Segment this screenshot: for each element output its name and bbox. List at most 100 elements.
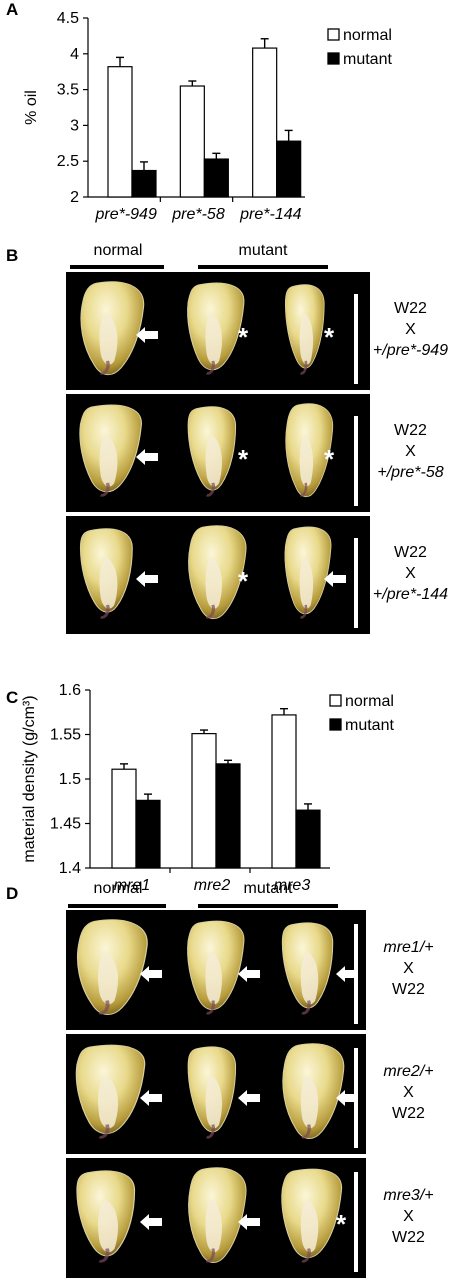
panel-a-ytick-label: 3.5 [57, 82, 79, 99]
panel-b-arrow-marker [136, 449, 158, 465]
panel-b-letter: B [6, 246, 19, 265]
panel-d-arrow-marker [140, 966, 162, 982]
panel-c-ytick-label: 1.6 [59, 682, 81, 699]
panel-b-kernel-image [76, 522, 148, 624]
panel-c-ytick-label: 1.45 [50, 816, 81, 833]
panel-a-category-label: pre*-144 [239, 206, 301, 223]
panel-b-photo-row: * * [66, 272, 370, 390]
panel-c-category-label: mre2 [194, 877, 231, 894]
panel-d-kernel-image [278, 1040, 348, 1144]
panel-d-cross-label: mre2/+ X W22 [366, 1061, 451, 1124]
panel-c-bar-normal [191, 733, 217, 869]
panel-a-y-axis-label: % oil [23, 90, 40, 125]
panel-b-cross-label: W22 X +/pre*-949 [370, 298, 451, 361]
panel-b-mutant-group-bar [198, 265, 328, 269]
panel-d-cross-label-line3: W22 [392, 1105, 425, 1122]
panel-a-bar-mutant [276, 140, 302, 198]
panel-a-letter: A [6, 0, 19, 19]
panel-d-mutant-group-bar [198, 904, 338, 908]
panel-d-scale-bar [354, 1048, 358, 1148]
panel-a-legend-label-normal: normal [343, 27, 392, 44]
panel-b-kernel-image [184, 278, 250, 380]
panel-d-normal-group-label: normal [93, 880, 143, 897]
panel-a-legend-swatch-normal [327, 28, 340, 41]
panel-b-kernel-image [282, 400, 336, 502]
panel-d-arrow-marker [238, 1214, 260, 1230]
panel-d-cross-label: mre3/+ X W22 [366, 1185, 451, 1248]
panel-c-bar-mutant [135, 799, 161, 869]
panel-b-arrow-marker [136, 327, 158, 343]
panel-d-kernel-image [72, 1164, 152, 1268]
panel-d-cross-label-line2: X [403, 960, 414, 977]
panel-d-arrow-marker [140, 1090, 162, 1106]
panel-d-arrow-marker [238, 966, 260, 982]
panel-b-scale-bar [354, 538, 358, 628]
panel-b-cross-label: W22 X +/pre*-144 [370, 542, 451, 605]
panel-b-photo-row: * [66, 516, 370, 634]
panel-c-letter: C [6, 688, 19, 707]
panel-d-cross-label-line1: mre2/+ [383, 1063, 434, 1080]
panel-a-oil-chart: 2 2.5 3 3.5 4 4.5 % oil pre*-949 pre*-58 pre*-144… [23, 10, 392, 223]
panel-b-kernel-image [282, 522, 336, 624]
panel-a-ytick-label: 2 [70, 189, 79, 206]
panel-b-photo-row: * * [66, 394, 370, 512]
panel-d-kernel-image [72, 1040, 152, 1144]
panel-d-cross-label-line1: mre3/+ [383, 1187, 434, 1204]
panel-b-mutant-group-label: mutant [238, 242, 288, 259]
panel-d-kernel-image [278, 916, 348, 1020]
panel-b-kernel-image [184, 400, 250, 502]
panel-c-legend-label-mutant: mutant [345, 717, 394, 734]
panel-b-arrow-marker [324, 571, 346, 587]
panel-b-cross-label-line1: W22 [394, 422, 427, 439]
panel-d-scale-bar [354, 1172, 358, 1272]
panel-b-asterisk-marker: * [324, 444, 335, 474]
panel-c-density-chart: 1.4 1.45 1.5 1.55 1.6 material density (g/cm³… [21, 682, 394, 894]
panel-b-cross-label-line1: W22 [394, 544, 427, 561]
panel-d-cross-label-line1: mre1/+ [383, 939, 434, 956]
panel-b-scale-bar [354, 294, 358, 384]
panel-d-kernel-image [184, 1164, 250, 1268]
panel-a-category-label: pre*-58 [171, 206, 225, 223]
panel-a-ytick-label: 2.5 [57, 153, 79, 170]
panel-d-cross-label-line2: X [403, 1084, 414, 1101]
panel-d-kernel-image [72, 916, 152, 1020]
panel-a-category-label: pre*-949 [94, 206, 156, 223]
panel-d-kernel-image [184, 1040, 250, 1144]
panel-c-bar-mutant [295, 809, 321, 869]
panel-d-kernel-image [278, 1164, 348, 1268]
panel-d-photo-row [66, 1034, 366, 1154]
panel-b-cross-label-line1: W22 [394, 300, 427, 317]
panel-d-cross-label: mre1/+ X W22 [366, 937, 451, 1000]
panel-b-scale-bar [354, 416, 358, 506]
panel-c-legend-label-normal: normal [345, 693, 394, 710]
panel-c-ytick-label: 1.5 [59, 771, 81, 788]
panel-d-arrow-marker [238, 1090, 260, 1106]
panel-b-cross-label-line3: +/pre*-949 [372, 342, 449, 359]
panel-b-normal-group-bar [70, 265, 164, 269]
panel-b-kernel-image [282, 278, 336, 380]
panel-d-cross-label-line3: W22 [392, 981, 425, 998]
panel-d-photo-row: * [66, 1158, 366, 1278]
panel-b-kernel-image [76, 278, 148, 380]
panel-a-legend-swatch-mutant [327, 52, 340, 65]
panel-d-arrow-marker [336, 966, 358, 982]
panel-d-kernel-image [184, 916, 250, 1020]
panel-c-legend-swatch-mutant [329, 718, 342, 731]
panel-d-arrow-marker [140, 1214, 162, 1230]
panel-d-cross-label-line3: W22 [392, 1229, 425, 1246]
panel-a-ytick-label: 4 [70, 46, 79, 63]
panel-d-letter: D [6, 884, 19, 903]
panel-b-cross-label-line2: X [405, 565, 416, 582]
panel-c-bar-normal [271, 714, 297, 869]
panel-b-asterisk-marker: * [238, 322, 249, 352]
panel-a-bar-normal [107, 66, 133, 198]
panel-c-ytick-label: 1.4 [59, 860, 81, 877]
panel-a-bar-normal [179, 85, 205, 198]
panel-b-asterisk-marker: * [238, 444, 249, 474]
panel-a-bar-mutant [131, 169, 157, 198]
panel-d-asterisk-marker: * [336, 1209, 347, 1239]
panel-d-normal-group-bar [68, 904, 166, 908]
panel-c-bar-mutant [215, 763, 241, 869]
panel-c-bar-normal [111, 768, 137, 869]
panel-b-kernel-image [184, 522, 250, 624]
